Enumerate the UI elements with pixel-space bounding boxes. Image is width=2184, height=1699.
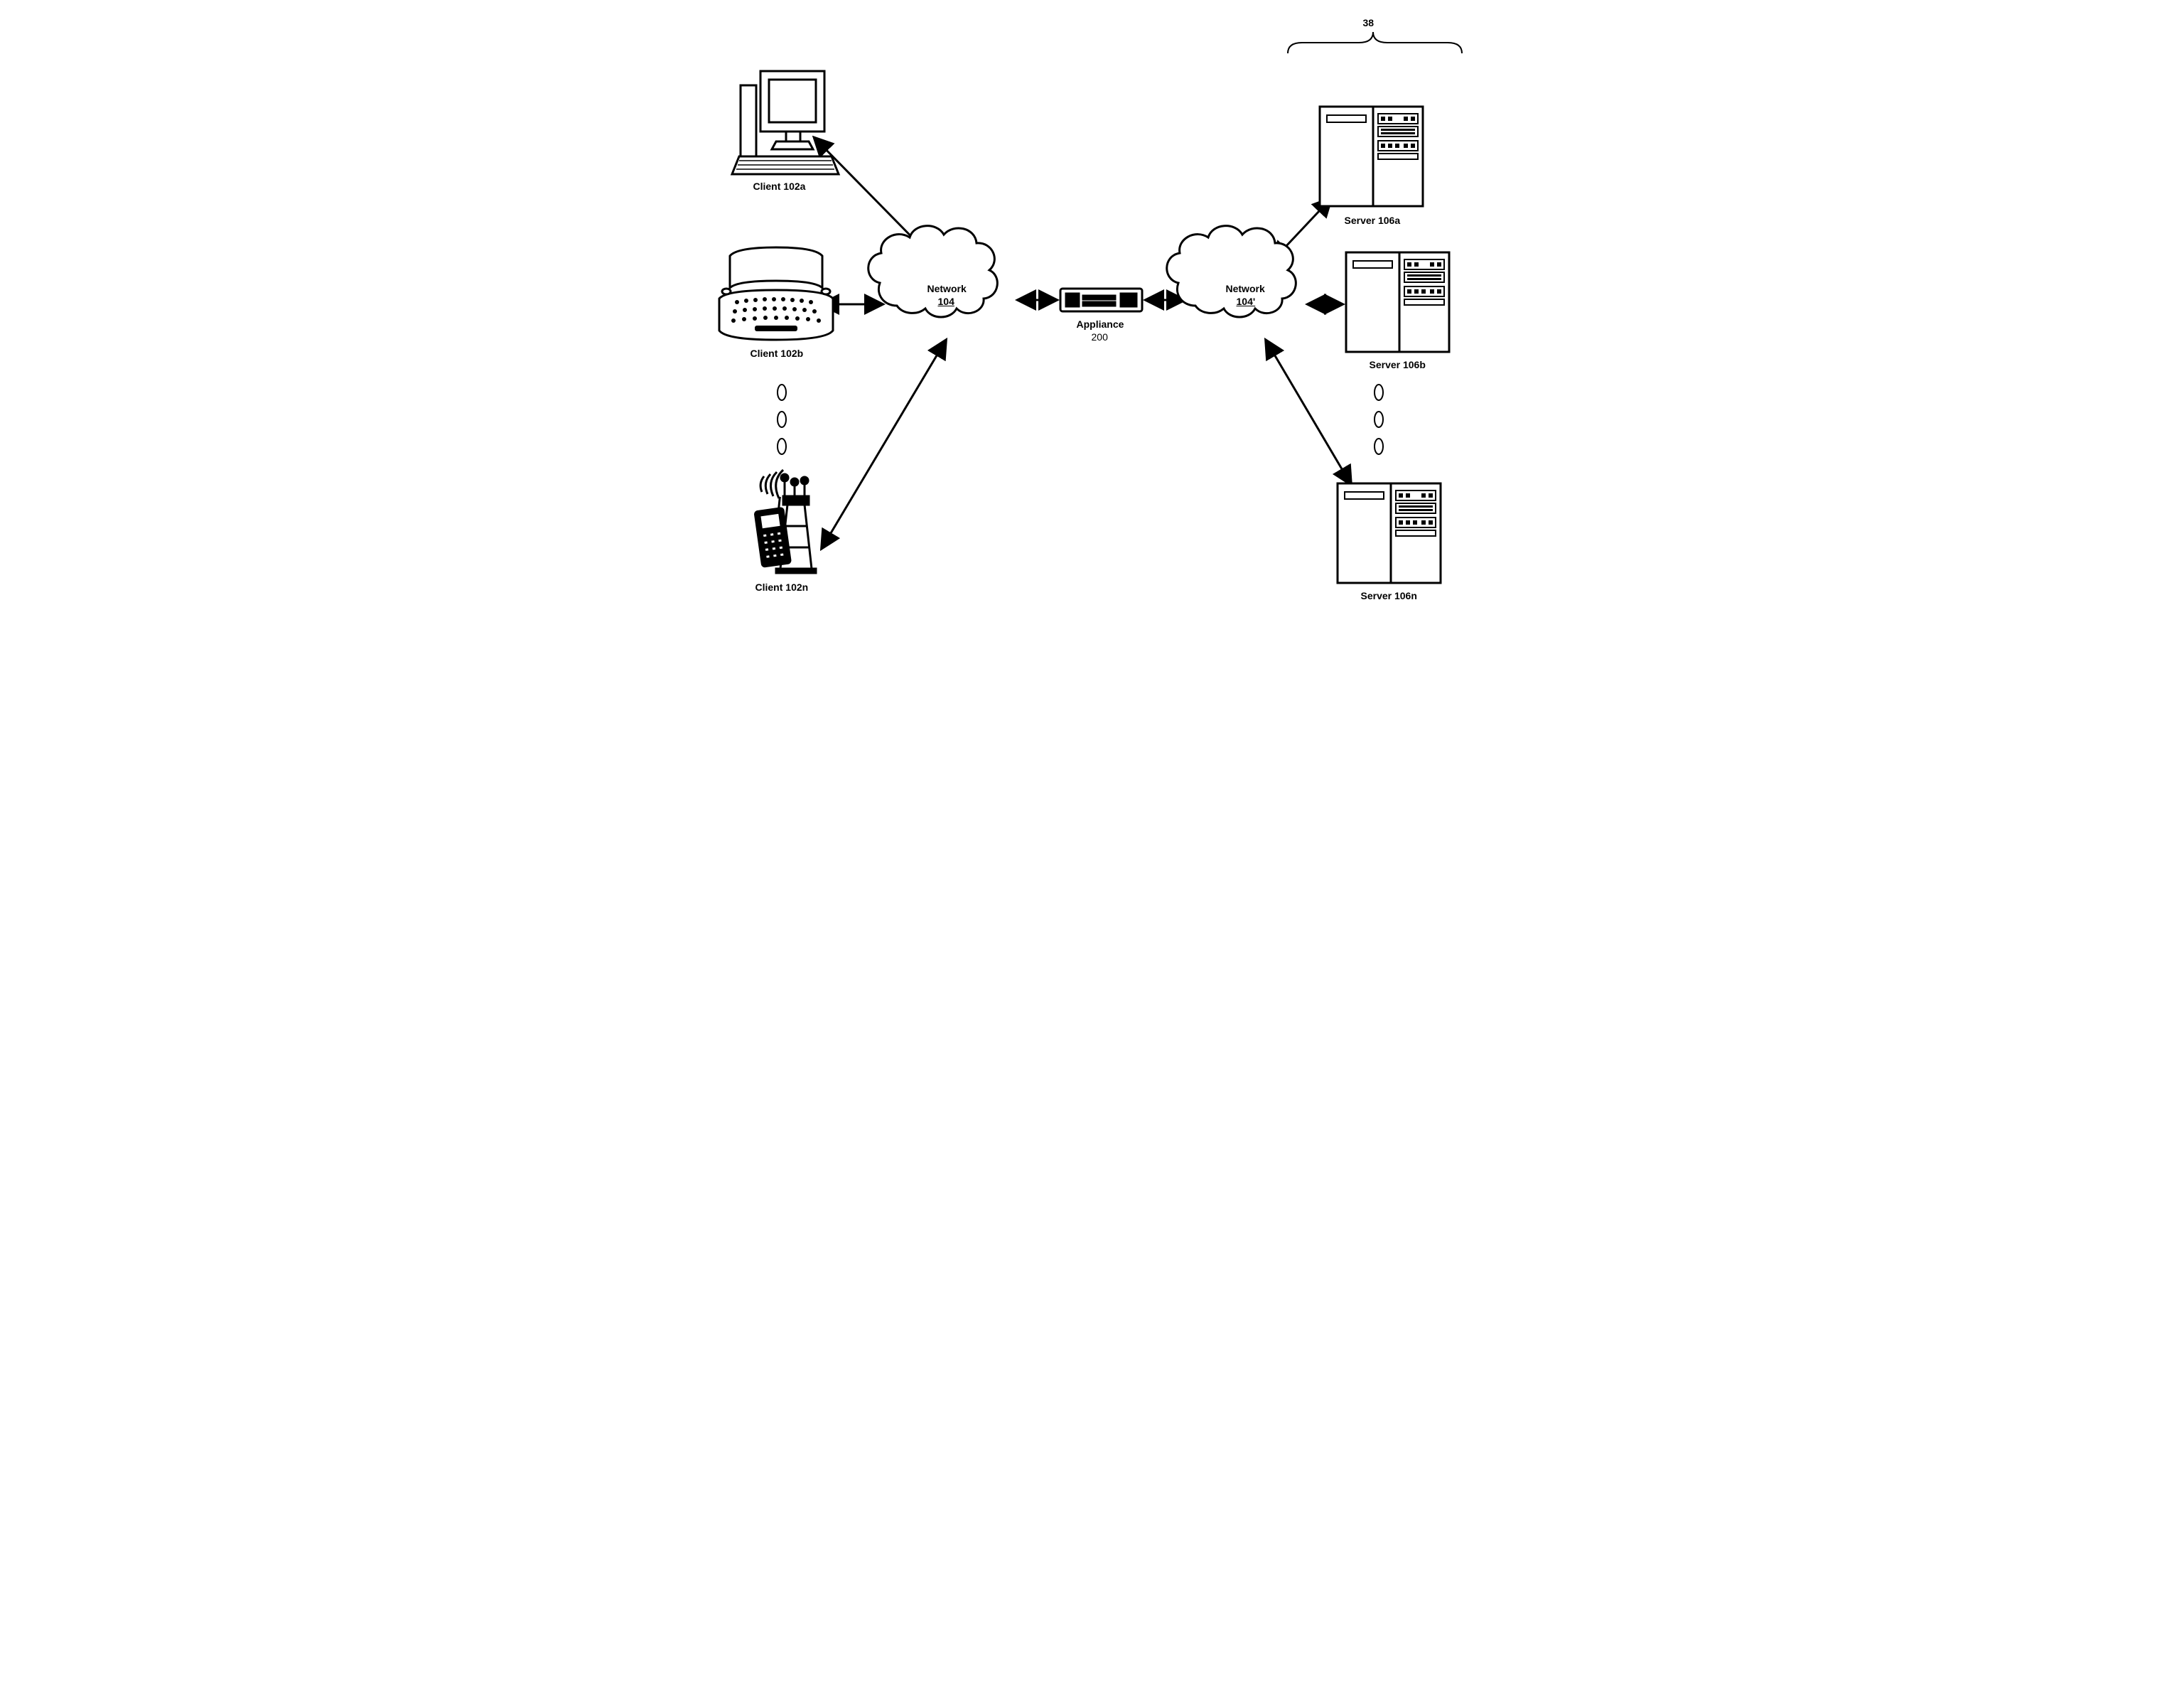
server-b-icon	[1346, 252, 1449, 352]
mobile-tower-icon	[753, 470, 815, 573]
network-cloud-1	[868, 226, 997, 317]
laptop-icon	[719, 247, 833, 340]
network-cloud-2	[1166, 226, 1296, 317]
client-b-label: Client 102b	[751, 348, 804, 359]
network-2-label-top: Network	[1226, 283, 1265, 294]
network-2-label-bottom: 104'	[1237, 296, 1256, 307]
edges	[815, 139, 1350, 547]
server-b-label: Server 106b	[1370, 359, 1426, 370]
server-a-icon	[1320, 107, 1423, 206]
network-1-label-top: Network	[927, 283, 967, 294]
appliance-label-top: Appliance	[1077, 318, 1124, 330]
brace-icon	[1288, 32, 1462, 53]
diagram-canvas: 38 Client 102a Client 102b Client 102n N…	[655, 0, 1529, 680]
appliance-label-bottom: 200	[1092, 331, 1108, 343]
appliance-icon	[1060, 289, 1142, 311]
server-a-label: Server 106a	[1345, 215, 1401, 226]
server-n-label: Server 106n	[1361, 590, 1417, 601]
server-n-icon	[1338, 483, 1441, 583]
client-a-label: Client 102a	[753, 181, 806, 192]
client-ellipsis	[778, 385, 786, 454]
server-ellipsis	[1375, 385, 1383, 454]
brace-label: 38	[1363, 17, 1375, 28]
network-1-label-bottom: 104	[938, 296, 954, 307]
desktop-computer-icon	[732, 71, 839, 174]
client-n-label: Client 102n	[755, 581, 809, 593]
